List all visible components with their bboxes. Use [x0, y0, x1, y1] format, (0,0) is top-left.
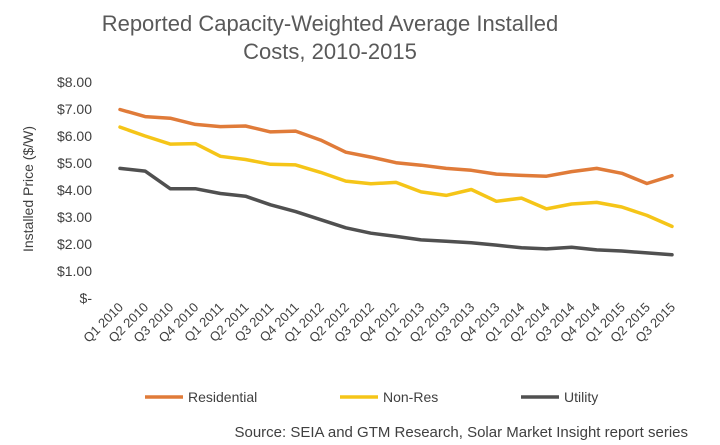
- series-line-utility: [118, 166, 674, 257]
- y-axis-label: Installed Price ($/W): [20, 126, 36, 252]
- y-tick-label: $4.00: [57, 182, 92, 198]
- legend-label-utility: Utility: [564, 389, 598, 405]
- y-tick-label: $2.00: [57, 236, 92, 252]
- chart-title-line-2: Costs, 2010-2015: [243, 39, 417, 64]
- series-lines: [118, 107, 674, 257]
- y-tick-label: $7.00: [57, 101, 92, 117]
- y-tick-label: $8.00: [57, 74, 92, 90]
- chart-title-line-1: Reported Capacity-Weighted Average Insta…: [102, 11, 559, 36]
- y-tick-label: $6.00: [57, 128, 92, 144]
- series-line-residential: [118, 107, 674, 186]
- source-note: Source: SEIA and GTM Research, Solar Mar…: [234, 424, 688, 441]
- legend-label-residential: Residential: [188, 389, 257, 405]
- series-line-non-res: [118, 125, 674, 229]
- legend: Residential Non-Res Utility: [145, 389, 598, 405]
- y-tick-label: $-: [80, 290, 93, 306]
- legend-label-non-res: Non-Res: [383, 389, 438, 405]
- y-tick-labels: $- $1.00 $2.00 $3.00 $4.00 $5.00 $6.00 $7.00 $8.…: [57, 74, 92, 306]
- y-tick-label: $5.00: [57, 155, 92, 171]
- y-tick-label: $3.00: [57, 209, 92, 225]
- y-tick-label: $1.00: [57, 263, 92, 279]
